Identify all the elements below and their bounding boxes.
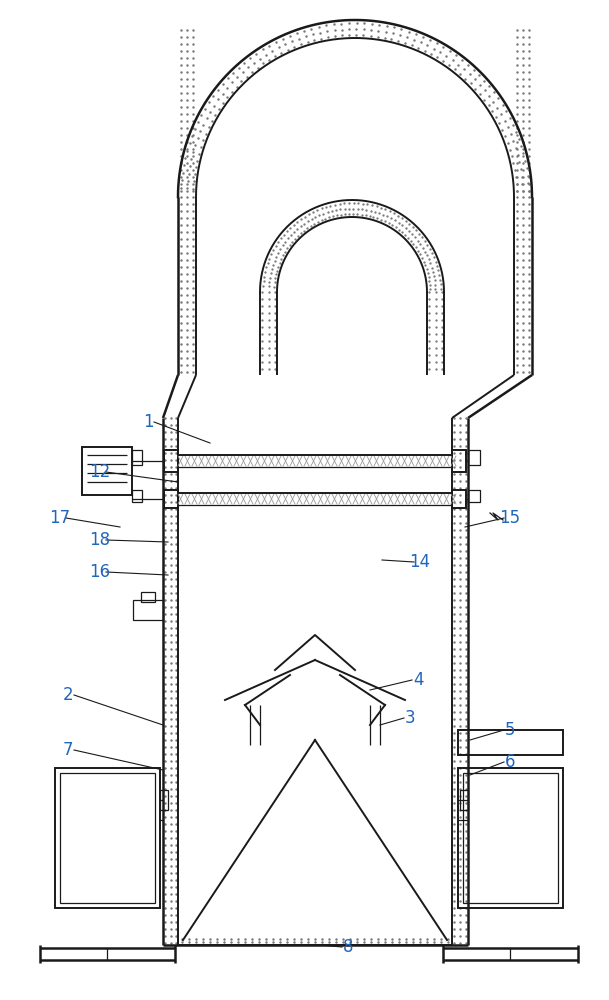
Text: 14: 14 (409, 553, 431, 571)
Bar (460, 790, 468, 810)
Text: 6: 6 (505, 753, 515, 771)
Bar (141, 592, 155, 602)
Text: 15: 15 (499, 509, 521, 527)
Bar (60, 773, 155, 903)
Bar (133, 600, 163, 620)
Bar (55, 768, 160, 908)
Bar (463, 773, 558, 903)
Text: 1: 1 (143, 413, 153, 431)
Bar (164, 450, 178, 472)
Text: 17: 17 (49, 509, 71, 527)
Text: 16: 16 (90, 563, 111, 581)
Text: 4: 4 (413, 671, 423, 689)
Text: 18: 18 (90, 531, 111, 549)
Bar (164, 490, 178, 508)
Text: 5: 5 (505, 721, 515, 739)
Bar (452, 490, 466, 508)
Text: 2: 2 (63, 686, 73, 704)
Bar (452, 450, 466, 472)
Bar (82, 447, 132, 495)
Bar (132, 490, 142, 502)
Text: 7: 7 (63, 741, 73, 759)
Bar (160, 790, 168, 810)
Text: 8: 8 (343, 938, 353, 956)
Text: 3: 3 (405, 709, 415, 727)
Bar (132, 450, 142, 465)
Text: 12: 12 (90, 463, 111, 481)
Bar (468, 490, 480, 502)
Bar (458, 730, 563, 755)
Bar (468, 450, 480, 465)
Bar (458, 768, 563, 908)
